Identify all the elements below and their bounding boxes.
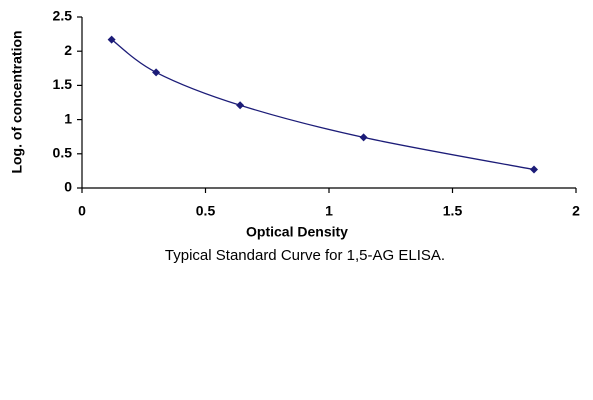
y-tick-label: 0.5 bbox=[53, 145, 73, 161]
curve bbox=[111, 39, 535, 171]
chart-caption: Typical Standard Curve for 1,5-AG ELISA. bbox=[165, 247, 445, 264]
x-tick-label: 0.5 bbox=[196, 203, 216, 219]
x-tick-label: 2 bbox=[572, 203, 580, 219]
x-axis-label: Optical Density bbox=[246, 224, 348, 240]
x-tick-label: 1 bbox=[325, 203, 333, 219]
point bbox=[236, 101, 245, 110]
x-tick-label: 0 bbox=[78, 203, 86, 219]
y-axis-label: Log. of concentration bbox=[9, 30, 25, 173]
x-tick-label: 1.5 bbox=[443, 203, 463, 219]
point bbox=[152, 68, 161, 77]
y-tick-label: 2 bbox=[64, 42, 72, 58]
point bbox=[530, 165, 539, 174]
point bbox=[107, 35, 116, 44]
y-tick-label: 1 bbox=[64, 110, 72, 126]
y-tick-label: 2.5 bbox=[53, 8, 73, 24]
y-tick-label: 0 bbox=[64, 179, 72, 195]
y-tick-label: 1.5 bbox=[53, 76, 73, 92]
point bbox=[359, 133, 368, 142]
